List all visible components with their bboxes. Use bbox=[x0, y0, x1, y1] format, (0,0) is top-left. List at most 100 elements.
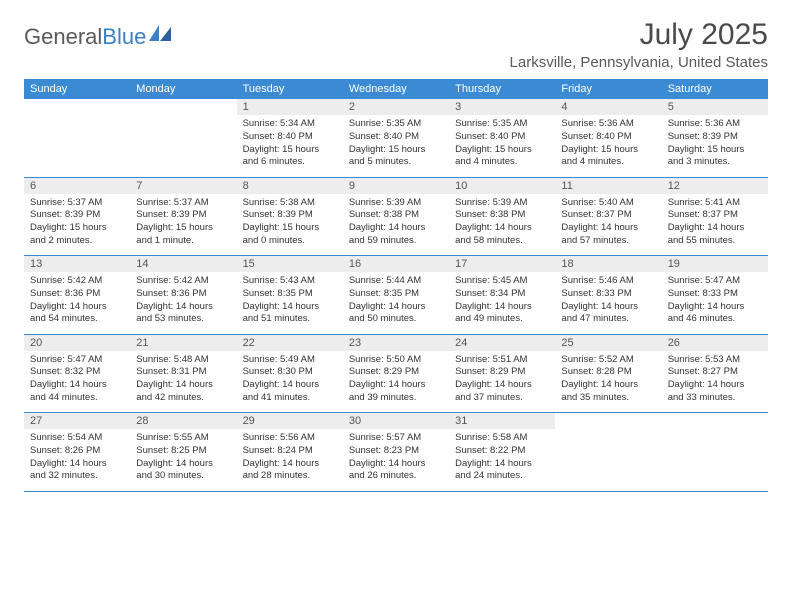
day-content-line: Daylight: 14 hours and 37 minutes. bbox=[455, 379, 549, 405]
day-content-line: Sunset: 8:22 PM bbox=[455, 445, 549, 458]
day-content-line: Sunrise: 5:47 AM bbox=[30, 354, 124, 367]
day-number-cell: 29 bbox=[237, 413, 343, 430]
day-content-line: Sunset: 8:39 PM bbox=[668, 131, 762, 144]
day-content-line: Sunrise: 5:51 AM bbox=[455, 354, 549, 367]
day-content-line: Sunrise: 5:42 AM bbox=[30, 275, 124, 288]
day-content-row: Sunrise: 5:37 AM Sunset: 8:39 PM Daylight:… bbox=[24, 194, 768, 256]
day-header: Wednesday bbox=[343, 79, 449, 99]
day-number-row: 13141516171819 bbox=[24, 256, 768, 273]
day-header: Sunday bbox=[24, 79, 130, 99]
logo-text-2: Blue bbox=[102, 24, 146, 50]
day-content-line: Sunrise: 5:53 AM bbox=[668, 354, 762, 367]
day-content-cell: Sunrise: 5:50 AMSunset: 8:29 PMDaylight:… bbox=[343, 351, 449, 413]
day-content-line: Sunrise: 5:41 AM bbox=[668, 197, 762, 210]
day-content-line: Daylight: 14 hours and 54 minutes. bbox=[30, 301, 124, 327]
day-content-cell: Sunrise: 5:34 AMSunset: 8:40 PMDaylight:… bbox=[237, 115, 343, 177]
day-number-cell: 27 bbox=[24, 413, 130, 430]
day-header: Friday bbox=[555, 79, 661, 99]
day-content-line: Sunrise: 5:35 AM bbox=[349, 118, 443, 131]
day-number-cell: 23 bbox=[343, 334, 449, 351]
day-number-cell: 2 bbox=[343, 99, 449, 115]
day-content-line: Daylight: 14 hours and 24 minutes. bbox=[455, 458, 549, 484]
day-content-line: Daylight: 15 hours and 5 minutes. bbox=[349, 144, 443, 170]
day-number-cell: 19 bbox=[662, 256, 768, 273]
day-content-line: Sunrise: 5:58 AM bbox=[455, 432, 549, 445]
day-content-line: Daylight: 14 hours and 49 minutes. bbox=[455, 301, 549, 327]
day-number-cell: 16 bbox=[343, 256, 449, 273]
day-content-line: Sunset: 8:29 PM bbox=[455, 366, 549, 379]
logo-sail-icon bbox=[149, 25, 171, 41]
day-content-line: Sunset: 8:35 PM bbox=[243, 288, 337, 301]
day-content-line: Sunset: 8:39 PM bbox=[243, 209, 337, 222]
day-content-line: Daylight: 14 hours and 46 minutes. bbox=[668, 301, 762, 327]
day-number-cell: 22 bbox=[237, 334, 343, 351]
day-content-line: Sunrise: 5:34 AM bbox=[243, 118, 337, 131]
day-content-line: Sunrise: 5:49 AM bbox=[243, 354, 337, 367]
day-content-cell: Sunrise: 5:37 AMSunset: 8:39 PMDaylight:… bbox=[24, 194, 130, 256]
day-content-line: Sunrise: 5:36 AM bbox=[668, 118, 762, 131]
day-content-line: Sunrise: 5:48 AM bbox=[136, 354, 230, 367]
day-content-line: Daylight: 14 hours and 50 minutes. bbox=[349, 301, 443, 327]
day-number-cell: 24 bbox=[449, 334, 555, 351]
day-content-cell: Sunrise: 5:58 AMSunset: 8:22 PMDaylight:… bbox=[449, 429, 555, 491]
day-content-cell: Sunrise: 5:56 AMSunset: 8:24 PMDaylight:… bbox=[237, 429, 343, 491]
day-content-cell: Sunrise: 5:36 AMSunset: 8:40 PMDaylight:… bbox=[555, 115, 661, 177]
day-content-line: Sunset: 8:26 PM bbox=[30, 445, 124, 458]
day-content-line: Sunset: 8:29 PM bbox=[349, 366, 443, 379]
day-content-cell: Sunrise: 5:47 AMSunset: 8:32 PMDaylight:… bbox=[24, 351, 130, 413]
day-content-cell: Sunrise: 5:38 AMSunset: 8:39 PMDaylight:… bbox=[237, 194, 343, 256]
day-content-line: Sunset: 8:40 PM bbox=[561, 131, 655, 144]
day-content-cell: Sunrise: 5:46 AMSunset: 8:33 PMDaylight:… bbox=[555, 272, 661, 334]
day-content-line: Sunrise: 5:39 AM bbox=[349, 197, 443, 210]
day-header: Thursday bbox=[449, 79, 555, 99]
day-content-line: Daylight: 15 hours and 6 minutes. bbox=[243, 144, 337, 170]
calendar-body: 12345Sunrise: 5:34 AMSunset: 8:40 PMDayl… bbox=[24, 99, 768, 491]
day-number-cell: 13 bbox=[24, 256, 130, 273]
day-content-cell: Sunrise: 5:53 AMSunset: 8:27 PMDaylight:… bbox=[662, 351, 768, 413]
day-content-cell bbox=[555, 429, 661, 491]
day-content-line: Sunrise: 5:56 AM bbox=[243, 432, 337, 445]
day-content-line: Sunset: 8:38 PM bbox=[455, 209, 549, 222]
month-title: July 2025 bbox=[510, 18, 768, 52]
day-number-cell: 25 bbox=[555, 334, 661, 351]
day-content-cell: Sunrise: 5:39 AMSunset: 8:38 PMDaylight:… bbox=[343, 194, 449, 256]
day-content-line: Daylight: 14 hours and 28 minutes. bbox=[243, 458, 337, 484]
day-content-line: Sunrise: 5:37 AM bbox=[136, 197, 230, 210]
day-number-row: 6789101112 bbox=[24, 177, 768, 194]
logo-text-1: General bbox=[24, 24, 102, 50]
day-content-cell: Sunrise: 5:45 AMSunset: 8:34 PMDaylight:… bbox=[449, 272, 555, 334]
day-number-cell bbox=[24, 99, 130, 115]
day-content-line: Sunset: 8:36 PM bbox=[30, 288, 124, 301]
day-header-row: Sunday Monday Tuesday Wednesday Thursday… bbox=[24, 79, 768, 99]
day-header: Monday bbox=[130, 79, 236, 99]
day-content-cell: Sunrise: 5:35 AMSunset: 8:40 PMDaylight:… bbox=[343, 115, 449, 177]
day-content-line: Sunset: 8:27 PM bbox=[668, 366, 762, 379]
day-content-cell: Sunrise: 5:48 AMSunset: 8:31 PMDaylight:… bbox=[130, 351, 236, 413]
day-content-line: Sunrise: 5:37 AM bbox=[30, 197, 124, 210]
day-content-cell: Sunrise: 5:52 AMSunset: 8:28 PMDaylight:… bbox=[555, 351, 661, 413]
day-content-cell: Sunrise: 5:49 AMSunset: 8:30 PMDaylight:… bbox=[237, 351, 343, 413]
day-content-line: Sunset: 8:40 PM bbox=[349, 131, 443, 144]
day-content-line: Sunset: 8:35 PM bbox=[349, 288, 443, 301]
day-content-line: Sunrise: 5:45 AM bbox=[455, 275, 549, 288]
day-content-line: Sunrise: 5:42 AM bbox=[136, 275, 230, 288]
day-content-line: Daylight: 15 hours and 4 minutes. bbox=[561, 144, 655, 170]
page-header: GeneralBlue July 2025 Larksville, Pennsy… bbox=[24, 18, 768, 71]
day-content-line: Sunset: 8:28 PM bbox=[561, 366, 655, 379]
day-content-line: Daylight: 14 hours and 41 minutes. bbox=[243, 379, 337, 405]
day-content-line: Sunset: 8:33 PM bbox=[668, 288, 762, 301]
day-number-cell: 4 bbox=[555, 99, 661, 115]
day-content-line: Daylight: 14 hours and 57 minutes. bbox=[561, 222, 655, 248]
day-number-cell: 10 bbox=[449, 177, 555, 194]
day-content-row: Sunrise: 5:47 AMSunset: 8:32 PMDaylight:… bbox=[24, 351, 768, 413]
day-number-cell: 18 bbox=[555, 256, 661, 273]
day-content-line: Sunset: 8:40 PM bbox=[455, 131, 549, 144]
day-content-line: Daylight: 15 hours and 3 minutes. bbox=[668, 144, 762, 170]
day-number-cell: 26 bbox=[662, 334, 768, 351]
day-content-cell: Sunrise: 5:43 AMSunset: 8:35 PMDaylight:… bbox=[237, 272, 343, 334]
day-content-line: Daylight: 14 hours and 32 minutes. bbox=[30, 458, 124, 484]
day-content-cell bbox=[662, 429, 768, 491]
day-content-line: Sunrise: 5:35 AM bbox=[455, 118, 549, 131]
day-number-cell: 7 bbox=[130, 177, 236, 194]
day-content-line: Daylight: 14 hours and 39 minutes. bbox=[349, 379, 443, 405]
